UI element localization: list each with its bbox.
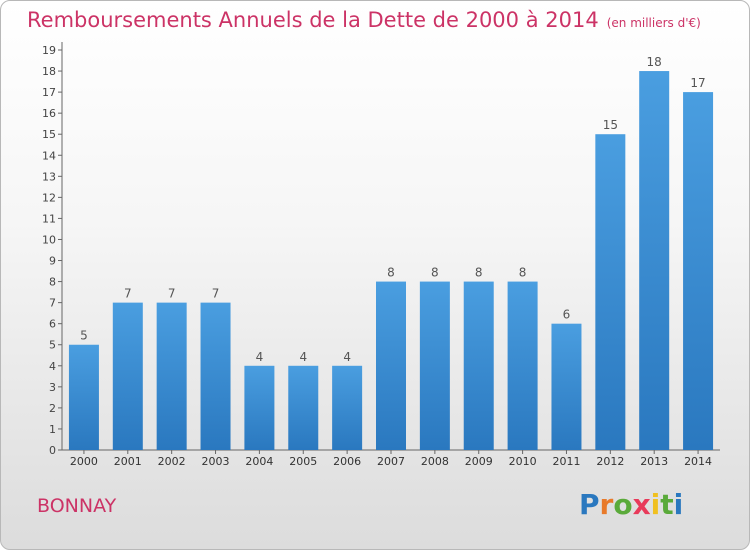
y-tick-label: 19 bbox=[42, 44, 56, 57]
bar bbox=[332, 365, 363, 450]
y-tick-label: 7 bbox=[49, 297, 56, 310]
commune-name: BONNAY bbox=[37, 495, 117, 517]
x-tick-label: 2010 bbox=[509, 455, 537, 468]
x-tick-label: 2000 bbox=[70, 455, 98, 468]
bar bbox=[683, 92, 714, 451]
x-tick-label: 2009 bbox=[465, 455, 493, 468]
bar bbox=[507, 281, 538, 450]
data-label: 7 bbox=[212, 287, 220, 301]
data-label: 6 bbox=[563, 308, 571, 322]
x-tick-label: 2004 bbox=[245, 455, 273, 468]
x-tick-label: 2006 bbox=[333, 455, 361, 468]
logo-letter: x bbox=[632, 488, 651, 521]
y-tick-label: 17 bbox=[42, 86, 56, 99]
logo-letter: i bbox=[673, 488, 684, 521]
y-tick-label: 10 bbox=[42, 233, 56, 246]
y-tick-label: 8 bbox=[49, 276, 56, 289]
data-label: 8 bbox=[431, 266, 439, 280]
x-tick-label: 2007 bbox=[377, 455, 405, 468]
x-tick-label: 2013 bbox=[640, 455, 668, 468]
logo-letter: r bbox=[599, 488, 614, 521]
x-tick-label: 2008 bbox=[421, 455, 449, 468]
x-tick-label: 2001 bbox=[114, 455, 142, 468]
data-label: 8 bbox=[387, 266, 395, 280]
y-tick-label: 14 bbox=[42, 149, 56, 162]
y-tick-label: 3 bbox=[49, 381, 56, 394]
bar bbox=[551, 323, 582, 450]
bar bbox=[288, 365, 319, 450]
y-tick-label: 2 bbox=[49, 402, 56, 415]
data-label: 18 bbox=[647, 55, 662, 69]
x-tick-label: 2012 bbox=[596, 455, 624, 468]
y-tick-label: 18 bbox=[42, 65, 56, 78]
x-tick-label: 2005 bbox=[289, 455, 317, 468]
data-label: 5 bbox=[80, 329, 88, 343]
bar bbox=[376, 281, 406, 450]
y-tick-label: 4 bbox=[49, 360, 56, 373]
data-label: 8 bbox=[519, 266, 527, 280]
data-label: 8 bbox=[475, 266, 483, 280]
y-tick-label: 9 bbox=[49, 255, 56, 268]
y-tick-label: 15 bbox=[42, 128, 56, 141]
bar bbox=[68, 344, 99, 450]
x-tick-label: 2011 bbox=[552, 455, 580, 468]
chart-title-text: Remboursements Annuels de la Dette de 20… bbox=[27, 8, 599, 32]
logo-letter: P bbox=[579, 488, 600, 521]
data-label: 7 bbox=[168, 287, 176, 301]
x-tick-label: 2003 bbox=[202, 455, 230, 468]
data-label: 15 bbox=[603, 118, 618, 132]
logo-letter: i bbox=[650, 488, 661, 521]
bar bbox=[639, 71, 670, 450]
y-tick-label: 13 bbox=[42, 170, 56, 183]
y-tick-label: 0 bbox=[49, 444, 56, 457]
bar bbox=[463, 281, 494, 450]
data-label: 7 bbox=[124, 287, 132, 301]
y-tick-label: 16 bbox=[42, 107, 56, 120]
x-tick-label: 2014 bbox=[684, 455, 712, 468]
y-tick-label: 12 bbox=[42, 191, 56, 204]
chart-title: Remboursements Annuels de la Dette de 20… bbox=[27, 8, 701, 32]
chart-subtitle: (en milliers d'€) bbox=[606, 16, 701, 30]
bar bbox=[419, 281, 450, 450]
proxiti-logo: Proxiti bbox=[579, 488, 683, 521]
data-label: 4 bbox=[299, 350, 307, 364]
bar bbox=[112, 302, 143, 450]
y-tick-label: 11 bbox=[42, 212, 56, 225]
bar bbox=[156, 302, 187, 450]
data-label: 4 bbox=[256, 350, 264, 364]
y-tick-label: 1 bbox=[49, 423, 56, 436]
data-label: 17 bbox=[690, 76, 705, 90]
bar bbox=[244, 365, 275, 450]
x-tick-label: 2002 bbox=[158, 455, 186, 468]
y-tick-label: 6 bbox=[49, 318, 56, 331]
bar bbox=[595, 134, 626, 451]
y-tick-label: 5 bbox=[49, 339, 56, 352]
data-label: 4 bbox=[343, 350, 351, 364]
logo-letter: o bbox=[613, 488, 633, 521]
bar bbox=[200, 302, 231, 450]
logo-letter: t bbox=[660, 488, 674, 521]
